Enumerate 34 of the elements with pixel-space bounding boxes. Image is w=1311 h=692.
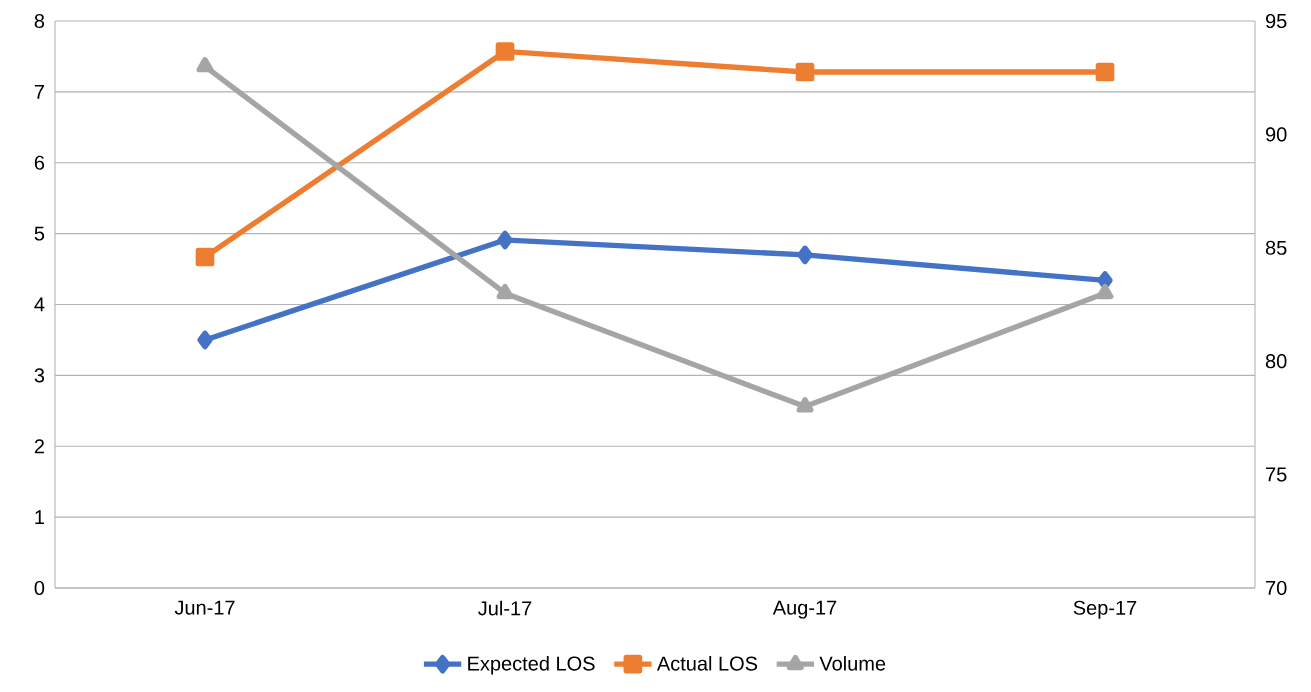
- y2-tick-label: 75: [1266, 467, 1287, 482]
- point: [797, 245, 813, 265]
- legend-label: Expected LOS: [468, 655, 595, 675]
- y-tick-label: 8: [34, 13, 45, 29]
- y-tick-label: 0: [34, 580, 45, 596]
- x-tick-label: Jul-17: [478, 600, 532, 616]
- x-tick-label: Sep-17: [1073, 600, 1137, 619]
- y2-tick-label: 90: [1265, 127, 1287, 142]
- y-tick-label: 5: [34, 226, 45, 241]
- point: [795, 62, 815, 82]
- legend-label: Volume: [819, 655, 886, 671]
- legend-label: Actual LOS: [656, 655, 758, 671]
- y-tick-label: 1: [35, 510, 44, 524]
- y-tick-label: 7: [34, 84, 44, 99]
- point: [1095, 62, 1115, 82]
- y-tick-label: 3: [34, 368, 45, 383]
- point: [1097, 271, 1113, 290]
- point: [197, 330, 213, 350]
- y2-tick-label: 95: [1265, 13, 1287, 29]
- x-tick-label: Jun-17: [174, 600, 235, 615]
- y2-tick-label: 70: [1266, 580, 1287, 596]
- y2-tick-label: 85: [1265, 240, 1287, 255]
- point: [196, 57, 214, 73]
- point: [497, 230, 513, 250]
- point: [495, 42, 515, 61]
- point: [195, 247, 215, 267]
- point: [496, 283, 514, 300]
- y-tick-label: 2: [34, 439, 44, 454]
- y2-tick-label: 80: [1265, 354, 1287, 369]
- point: [1096, 283, 1114, 300]
- point: [796, 397, 814, 413]
- y-tick-label: 6: [34, 155, 45, 170]
- x-tick-label: Aug-17: [772, 600, 837, 619]
- y-tick-label: 4: [34, 297, 45, 312]
